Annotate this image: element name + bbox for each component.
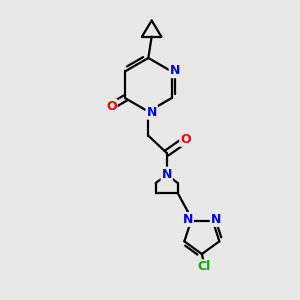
Text: O: O <box>180 133 191 146</box>
Text: Cl: Cl <box>197 260 210 273</box>
Text: N: N <box>170 64 180 77</box>
Text: N: N <box>161 168 172 181</box>
Text: N: N <box>182 213 193 226</box>
Text: O: O <box>106 100 116 113</box>
Text: N: N <box>211 213 221 226</box>
Text: N: N <box>146 106 157 119</box>
